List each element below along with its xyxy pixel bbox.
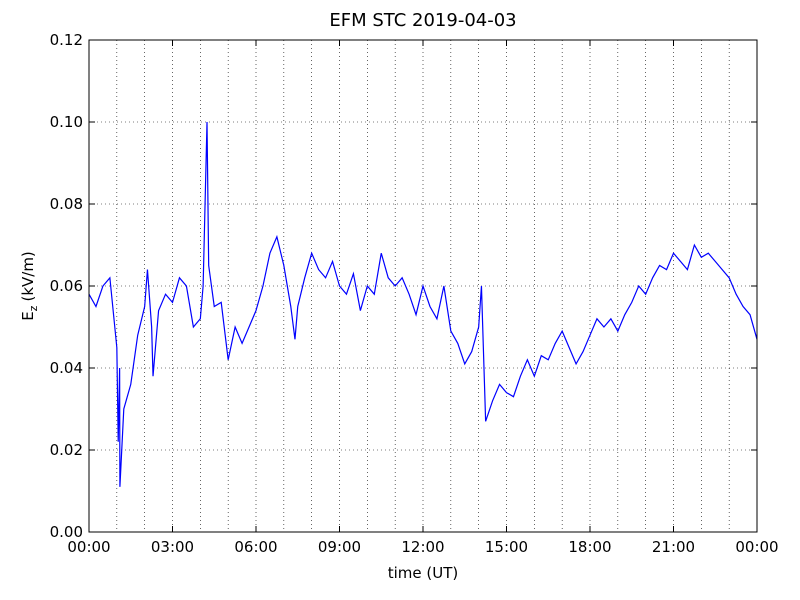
y-tick-label: 0.06 — [50, 277, 83, 295]
y-tick-label: 0.10 — [50, 113, 83, 131]
y-tick-label: 0.12 — [50, 31, 83, 49]
x-tick-label: 18:00 — [568, 538, 611, 556]
x-tick-label: 15:00 — [485, 538, 528, 556]
x-axis-label: time (UT) — [388, 564, 459, 582]
y-tick-label: 0.00 — [50, 523, 83, 541]
x-tick-label: 06:00 — [234, 538, 277, 556]
y-tick-label: 0.02 — [50, 441, 83, 459]
plot-frame — [88, 39, 758, 533]
y-axis-label: Ez (kV/m) — [19, 251, 40, 321]
x-tick-label: 09:00 — [318, 538, 361, 556]
y-label-main: E — [19, 311, 37, 320]
y-label-unit: (kV/m) — [19, 251, 37, 301]
x-tick-label: 00:00 — [67, 538, 110, 556]
chart-title: EFM STC 2019-04-03 — [329, 10, 516, 31]
data-line — [88, 121, 758, 487]
x-tick-label: 03:00 — [151, 538, 194, 556]
x-tick-label: 21:00 — [652, 538, 695, 556]
y-tick-label: 0.08 — [50, 195, 83, 213]
x-tick-label: 12:00 — [401, 538, 444, 556]
y-label-subscript: z — [27, 305, 40, 311]
x-tick-label: 00:00 — [735, 538, 778, 556]
y-tick-label: 0.04 — [50, 359, 83, 377]
